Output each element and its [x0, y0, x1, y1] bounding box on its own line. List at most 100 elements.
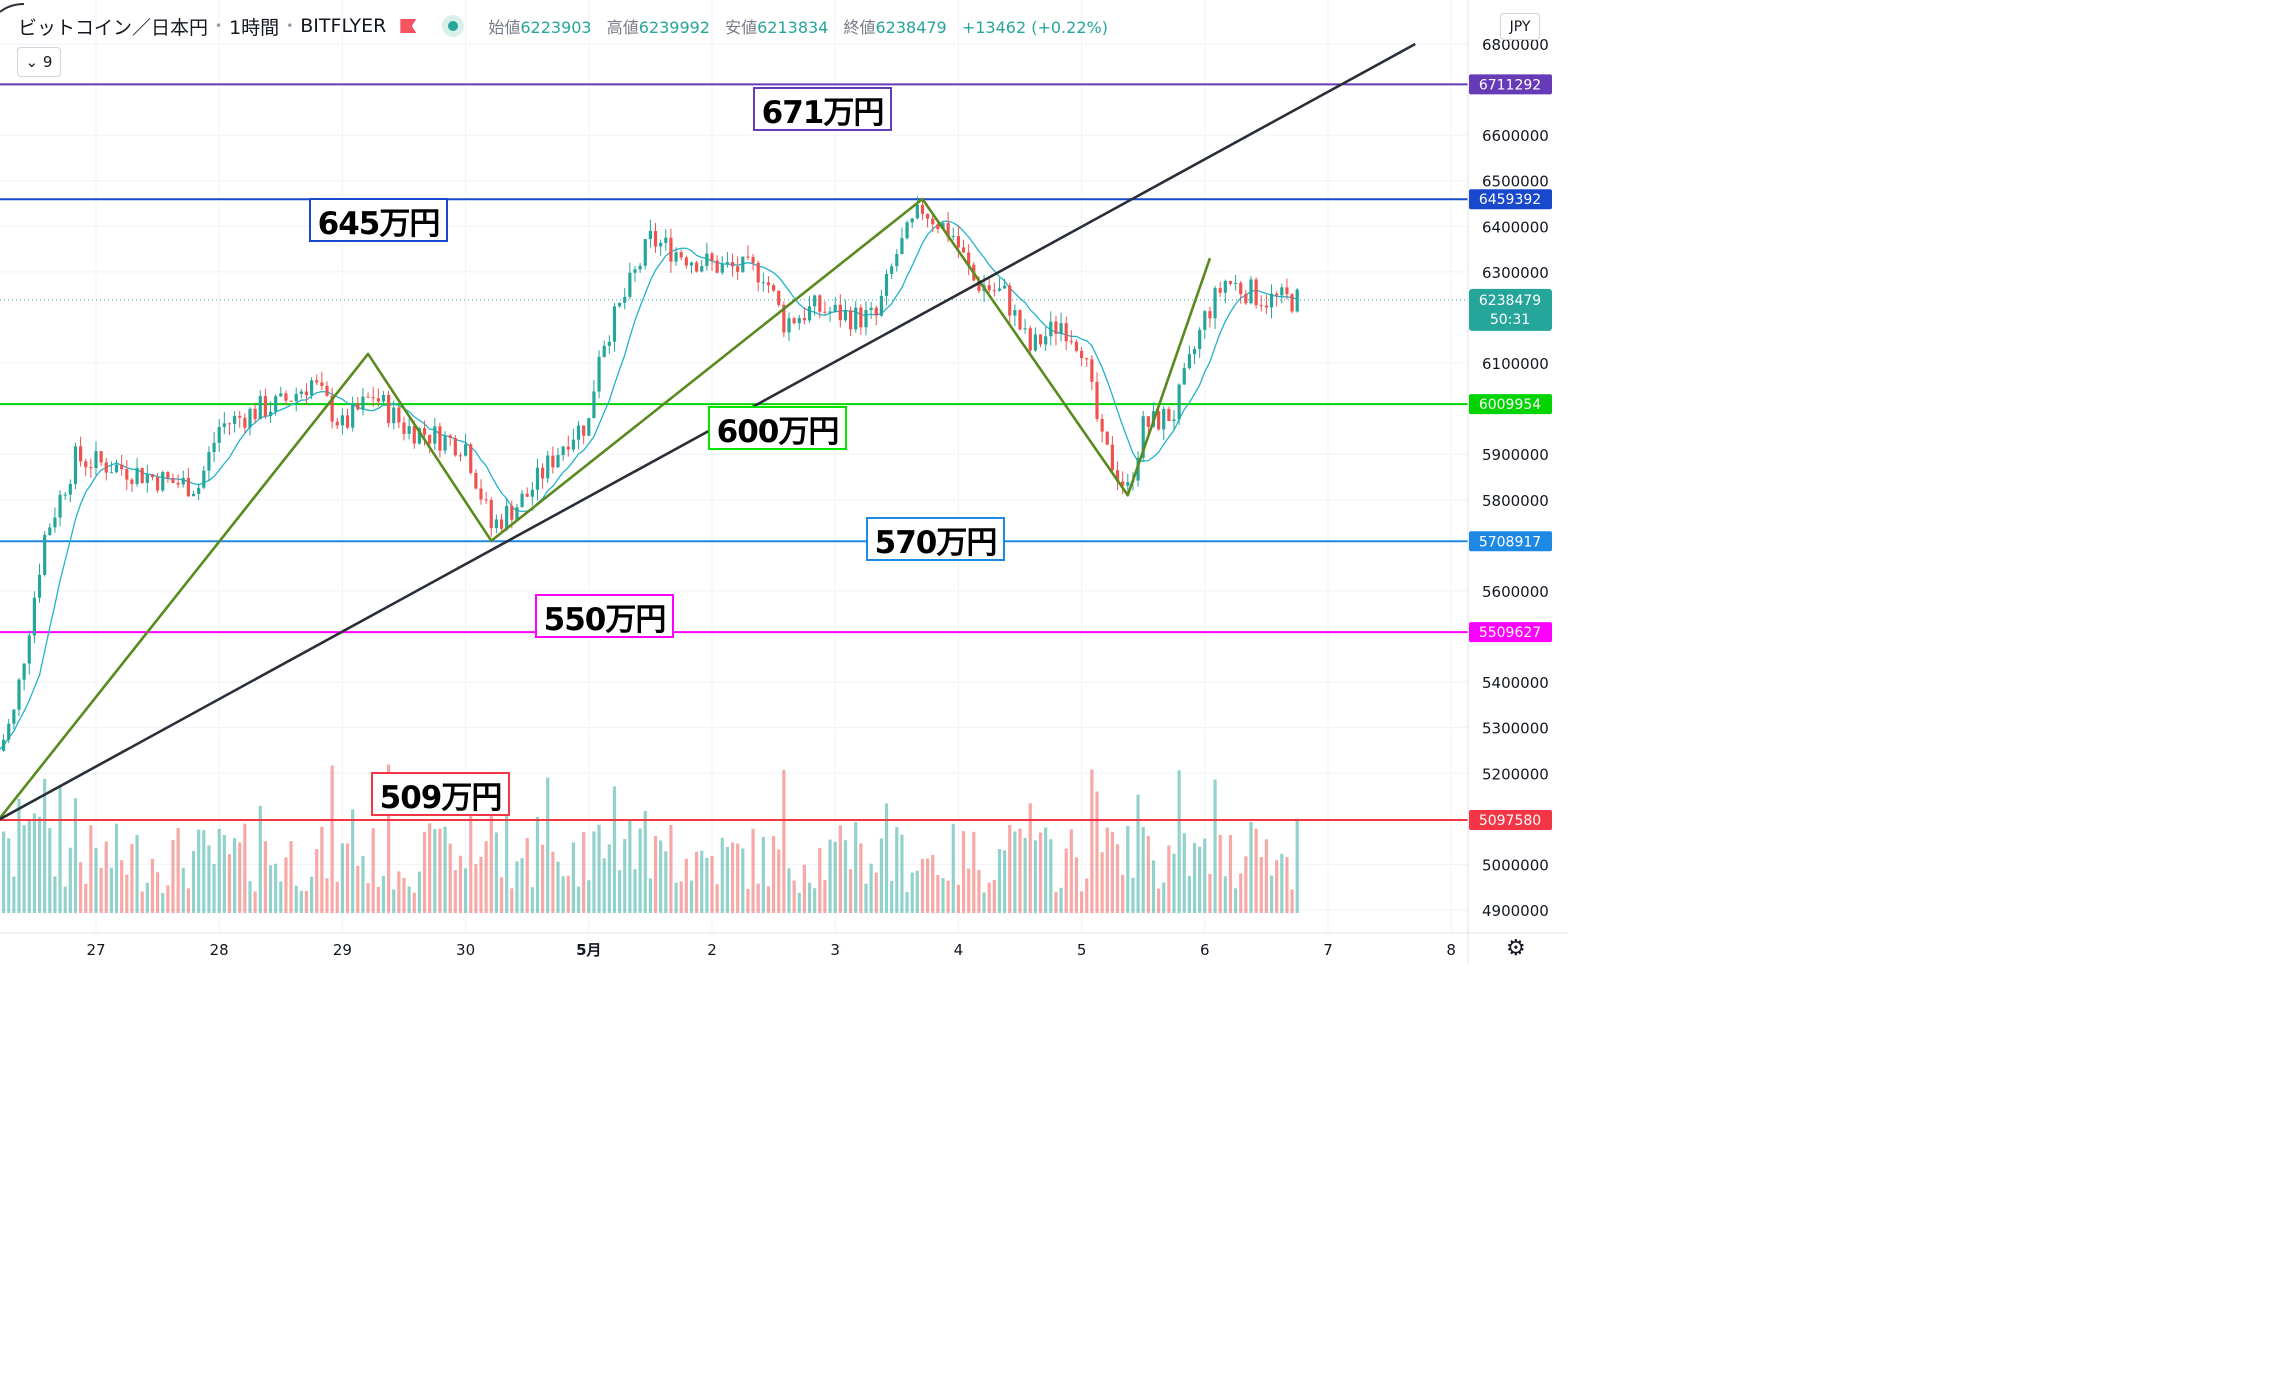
volume-bar — [977, 869, 981, 913]
price-axis-ticks: 6800000 6600000 6500000 6400000 6300000 61000… — [1482, 36, 1549, 920]
candle-body — [787, 318, 791, 333]
volume-bar — [171, 840, 175, 913]
volume-bar — [1049, 839, 1053, 913]
annotation-645[interactable]: 645万円 — [309, 198, 448, 242]
volume-bar — [710, 855, 714, 913]
volume-bar — [643, 810, 647, 913]
candle-body — [1141, 416, 1145, 458]
volume-bar — [1080, 891, 1084, 913]
candle-body — [392, 407, 396, 424]
volume-bar — [156, 872, 160, 913]
gear-icon[interactable]: ⚙ — [1506, 936, 1526, 961]
volume-bar — [376, 886, 380, 913]
volume-bar — [1192, 843, 1197, 913]
volume-bar — [1269, 875, 1274, 913]
volume-bar — [725, 846, 729, 913]
candle-body — [838, 304, 842, 321]
candle-body — [936, 224, 940, 230]
volume-bar — [130, 844, 134, 913]
volume-bar — [428, 823, 432, 913]
candle-body — [1064, 323, 1068, 342]
price-axis-level-labels: 6711292 6459392 6009954 5708917 5509627 50975… — [1469, 74, 1552, 830]
candle-body — [207, 452, 211, 471]
annotation-509[interactable]: 509万円 — [371, 772, 510, 816]
indicator-collapse-button[interactable]: ⌄ 9 — [17, 47, 61, 77]
price-chart[interactable]: 6800000 6600000 6500000 6400000 6300000 61000… — [0, 0, 1568, 963]
low-label: 安値 — [725, 18, 758, 37]
annotation-600[interactable]: 600万円 — [708, 406, 847, 450]
volume-bar — [956, 884, 960, 913]
candle-body — [510, 505, 514, 520]
candle-body — [1187, 354, 1191, 369]
price-tick-label: 5000000 — [1482, 856, 1549, 874]
volume-bar — [854, 822, 858, 913]
volume-bar — [1136, 794, 1140, 913]
level-price-text: 6459392 — [1479, 192, 1541, 208]
volume-bar — [438, 828, 442, 913]
candle-body — [607, 341, 611, 346]
current-price-label: 6238479 50:31 — [1469, 288, 1552, 331]
volume-bar — [289, 841, 293, 913]
symbol-title[interactable]: ビットコイン／日本円 — [18, 16, 209, 39]
candle-body — [320, 382, 324, 386]
candle-body — [900, 238, 904, 254]
candle-body — [433, 426, 437, 444]
candle-body — [1157, 411, 1161, 430]
volume-bar — [479, 856, 483, 913]
candle-body — [494, 519, 498, 529]
volume-bar — [571, 842, 575, 913]
candle-body — [1290, 294, 1294, 312]
annotation-550[interactable]: 550万円 — [535, 594, 674, 638]
time-tick-label: 27 — [86, 941, 105, 959]
volume-bar — [633, 869, 637, 913]
candle-body — [371, 397, 375, 399]
candle-body — [602, 345, 606, 357]
candle-body — [489, 500, 493, 529]
candle-body — [869, 307, 873, 311]
candle-body — [37, 574, 42, 598]
volume-bar — [484, 841, 488, 913]
candle-body — [895, 253, 899, 267]
volume-bar — [1064, 848, 1068, 913]
volume-bar — [941, 878, 945, 913]
zigzag-line — [0, 197, 1212, 821]
candle-body — [43, 534, 47, 575]
candle-body — [705, 253, 709, 266]
volume-bar — [720, 837, 724, 913]
currency-button[interactable]: JPY — [1500, 13, 1540, 40]
flag-icon[interactable] — [400, 19, 417, 33]
volume-bar — [792, 880, 796, 913]
volume-bar — [284, 857, 288, 913]
volume-bar — [1172, 853, 1176, 913]
volume-bar — [905, 891, 909, 913]
volume-bar — [315, 849, 319, 913]
candle-body — [792, 318, 796, 324]
market-status-icon[interactable] — [442, 15, 465, 37]
candle-body — [402, 422, 406, 434]
volume-bar — [751, 828, 755, 913]
volume-bar — [1162, 882, 1166, 913]
volume-bar — [197, 829, 201, 913]
volume-bar — [304, 890, 309, 913]
level-price-text: 5509627 — [1479, 625, 1541, 641]
candle-body — [530, 489, 534, 497]
annotation-671[interactable]: 671万円 — [753, 87, 892, 131]
candle-body — [1192, 349, 1197, 355]
candle-body — [22, 663, 26, 680]
volume-bar — [1239, 873, 1243, 913]
volume-bar — [931, 854, 935, 913]
volume-bar — [756, 883, 760, 913]
volume-bar — [982, 892, 986, 913]
volume-bar — [1054, 891, 1058, 913]
interval-label[interactable]: 1時間 — [229, 16, 280, 39]
volume-bar — [772, 835, 776, 913]
volume-bar — [1074, 857, 1079, 913]
volume-bar — [926, 858, 930, 913]
candle-body — [304, 391, 309, 396]
candle-body — [1146, 416, 1150, 427]
volume-bar — [818, 848, 822, 913]
annotation-570[interactable]: 570万円 — [866, 517, 1005, 561]
candle-body — [279, 393, 283, 397]
volume-bar — [684, 858, 688, 913]
volume-bar — [1090, 769, 1094, 913]
